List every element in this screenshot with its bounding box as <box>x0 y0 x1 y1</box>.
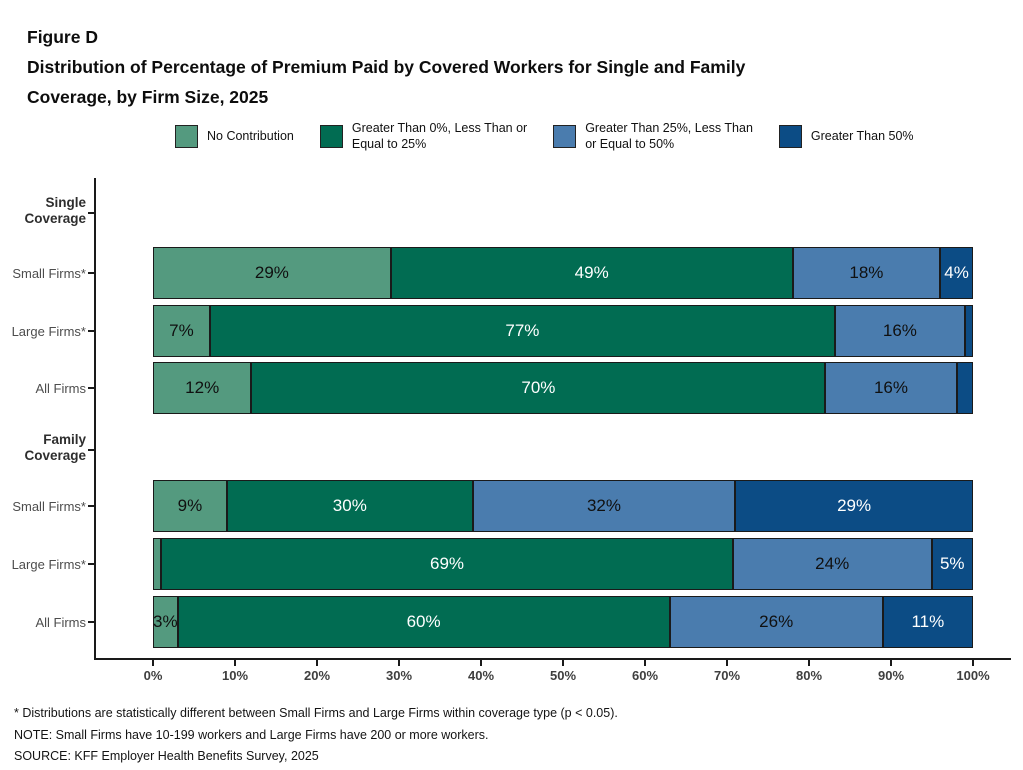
x-axis-line <box>94 658 1011 660</box>
legend-swatch-icon <box>319 124 343 148</box>
x-axis-tick <box>316 660 318 666</box>
bar-segment: 29% <box>153 247 391 299</box>
footnote-note: NOTE: Small Firms have 10-199 workers an… <box>14 727 489 742</box>
x-axis-tick-label: 100% <box>956 668 990 683</box>
legend-label: No Contribution <box>207 129 294 143</box>
stacked-bar: 12% 70% 16% <box>153 362 973 414</box>
figure-title-line1: Distribution of Percentage of Premium Pa… <box>27 57 746 77</box>
x-axis-tick-label: 60% <box>631 668 659 683</box>
x-axis-tick-label: 0% <box>143 668 163 683</box>
stacked-bar: 9% 30% 32% 29% <box>153 480 973 532</box>
x-axis-tick <box>480 660 482 666</box>
bar-segment: 32% <box>472 480 736 532</box>
y-axis-tick <box>88 212 95 214</box>
x-axis-tick <box>152 660 154 666</box>
x-axis-tick-label: 30% <box>385 668 413 683</box>
bar-segment: 4% <box>940 247 973 299</box>
y-axis-tick <box>88 387 95 389</box>
x-axis-tick-label: 50% <box>549 668 577 683</box>
figure-title-block: Figure D Distribution of Percentage of P… <box>27 22 745 112</box>
legend-item-0: No Contribution <box>175 124 294 148</box>
bar-segment: 70% <box>251 362 826 414</box>
y-axis-line <box>94 178 96 660</box>
legend-item-2: Greater Than 25%, Less Than or Equal to … <box>553 120 753 152</box>
x-axis-tick <box>398 660 400 666</box>
bar-segment: 24% <box>732 538 932 590</box>
row-label: All Firms <box>35 615 86 630</box>
bar-segment: 49% <box>390 247 793 299</box>
y-axis-tick <box>88 449 95 451</box>
x-axis-tick <box>234 660 236 666</box>
row-label: All Firms <box>35 381 86 396</box>
row-label: Large Firms* <box>11 324 86 339</box>
bar-segment: 3% <box>153 596 178 648</box>
legend-swatch-icon <box>553 124 577 148</box>
legend-item-1: Greater Than 0%, Less Than or Equal to 2… <box>319 120 528 152</box>
y-axis-tick <box>88 272 95 274</box>
legend-label: Greater Than 0%, Less Than or Equal to 2… <box>351 121 528 151</box>
bar-segment: 18% <box>792 247 941 299</box>
figure-title-line2: Coverage, by Firm Size, 2025 <box>27 87 269 107</box>
bar-segment: 5% <box>931 538 973 590</box>
bar-segment <box>964 305 973 357</box>
y-axis-tick <box>88 563 95 565</box>
bar-segment: 11% <box>882 596 973 648</box>
x-axis-tick <box>972 660 974 666</box>
footnotes-block: * Distributions are statistically differ… <box>14 703 618 768</box>
bar-segment: 16% <box>834 305 965 357</box>
bar-segment: 7% <box>153 305 210 357</box>
legend-swatch-icon <box>175 124 198 148</box>
bar-segment: 77% <box>209 305 835 357</box>
bar-segment <box>956 362 973 414</box>
y-axis-tick <box>88 330 95 332</box>
group-label-family: Family Coverage <box>24 432 86 463</box>
y-axis-tick <box>88 505 95 507</box>
bar-segment: 26% <box>669 596 883 648</box>
bar-segment <box>153 538 162 590</box>
bar-segment: 30% <box>226 480 473 532</box>
bar-segment: 69% <box>161 538 733 590</box>
bar-segment: 16% <box>825 362 957 414</box>
legend-item-3: Greater Than 50% <box>778 124 914 148</box>
x-axis-tick <box>644 660 646 666</box>
x-axis-tick-label: 10% <box>221 668 249 683</box>
bar-segment: 29% <box>735 480 973 532</box>
x-axis-tick-label: 70% <box>713 668 741 683</box>
x-axis-tick-label: 80% <box>795 668 823 683</box>
chart-legend: No Contribution Greater Than 0%, Less Tha… <box>175 120 985 152</box>
x-axis-tick-label: 40% <box>467 668 495 683</box>
stacked-bar: 69% 24% 5% <box>153 538 973 590</box>
x-axis-tick <box>890 660 892 666</box>
bar-segment: 12% <box>153 362 252 414</box>
footnote-source: SOURCE: KFF Employer Health Benefits Sur… <box>14 749 319 763</box>
y-axis-tick <box>88 621 95 623</box>
bar-segment: 9% <box>153 480 227 532</box>
x-axis-tick <box>562 660 564 666</box>
x-axis-tick <box>808 660 810 666</box>
footnote-significance: * Distributions are statistically differ… <box>14 706 618 720</box>
x-axis-tick-label: 20% <box>303 668 331 683</box>
row-label: Large Firms* <box>11 557 86 572</box>
x-axis-tick <box>726 660 728 666</box>
group-label-single: Single Coverage <box>24 195 86 226</box>
stacked-bar: 7% 77% 16% <box>153 305 973 357</box>
legend-label: Greater Than 25%, Less Than or Equal to … <box>585 121 753 151</box>
stacked-bar: 3% 60% 26% 11% <box>153 596 973 648</box>
bar-segment: 60% <box>177 596 670 648</box>
row-label: Small Firms* <box>12 499 86 514</box>
row-label: Small Firms* <box>12 266 86 281</box>
stacked-bar: 29% 49% 18% 4% <box>153 247 973 299</box>
x-axis-tick-label: 90% <box>877 668 905 683</box>
legend-label: Greater Than 50% <box>810 129 914 143</box>
legend-swatch-icon <box>778 124 802 148</box>
figure-label: Figure D <box>27 27 98 47</box>
